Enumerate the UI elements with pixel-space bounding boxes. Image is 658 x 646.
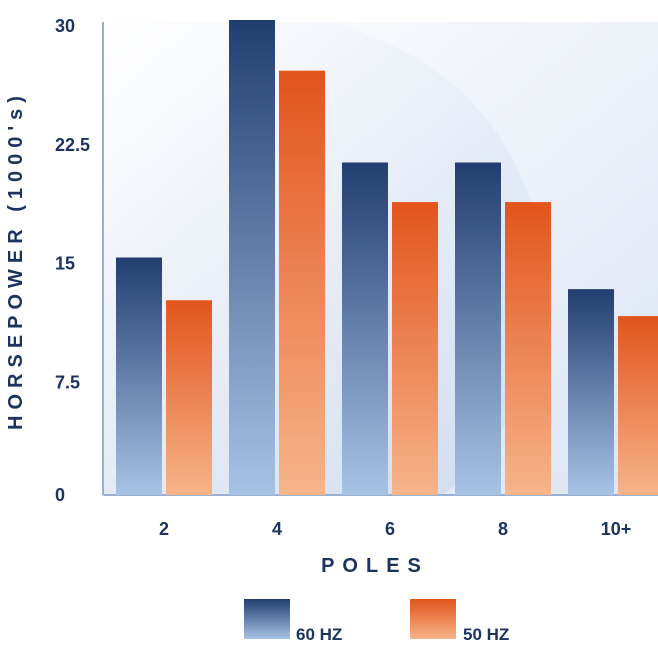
x-tick-labels: 2 4 6 8 10+ — [159, 519, 631, 539]
legend-swatch-60hz — [244, 599, 290, 639]
bar-60hz-6 — [342, 162, 388, 495]
x-tick-label: 10+ — [601, 519, 632, 539]
x-tick-label: 2 — [159, 519, 169, 539]
bar-50hz-6 — [392, 202, 438, 496]
x-tick-label: 8 — [498, 519, 508, 539]
bar-50hz-2 — [166, 300, 212, 495]
x-tick-label: 4 — [272, 519, 282, 539]
x-tick-label: 6 — [385, 519, 395, 539]
bar-50hz-8 — [505, 202, 551, 496]
legend-label-60hz: 60 HZ — [296, 625, 342, 644]
bar-60hz-10plus — [568, 289, 614, 495]
bars-layer — [116, 20, 658, 496]
y-tick-label: 7.5 — [55, 372, 80, 392]
legend-label-50hz: 50 HZ — [463, 625, 509, 644]
y-tick-label: 30 — [55, 16, 75, 36]
bar-60hz-4 — [229, 20, 275, 495]
bar-50hz-4 — [279, 70, 325, 496]
y-axis-title: HORSEPOWER (1000's) — [5, 90, 27, 430]
y-tick-label: 22.5 — [55, 135, 90, 155]
legend: 60 HZ 50 HZ — [244, 599, 509, 644]
y-tick-label: 0 — [55, 485, 65, 505]
bar-60hz-2 — [116, 257, 162, 495]
legend-swatch-50hz — [410, 599, 456, 639]
y-tick-label: 15 — [55, 254, 75, 274]
bar-60hz-8 — [455, 162, 501, 495]
y-tick-labels: 0 7.5 15 22.5 30 — [55, 16, 90, 505]
bar-50hz-10plus — [618, 316, 658, 495]
x-axis-title: POLES — [321, 555, 429, 577]
